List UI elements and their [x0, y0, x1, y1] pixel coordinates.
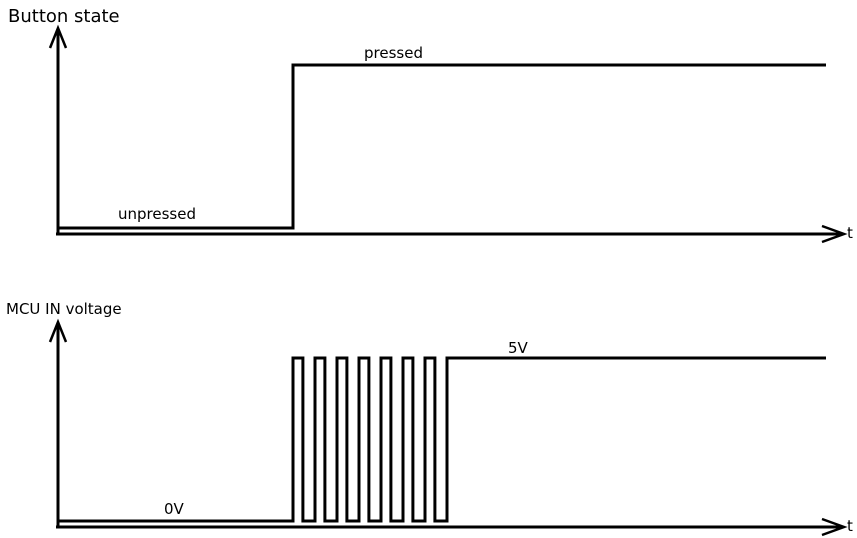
button-state-title: Button state	[8, 6, 120, 27]
mcu-voltage-x-label: t	[847, 517, 853, 535]
mcu-voltage-signal	[58, 356, 826, 523]
button-state-y-arrow-icon	[48, 24, 68, 49]
mcu-voltage-diagram: MCU IN voltage t 0V 5V	[6, 300, 853, 537]
mcu-voltage-x-arrow-icon	[821, 517, 848, 537]
mcu-voltage-title: MCU IN voltage	[6, 300, 122, 318]
mcu-voltage-y-arrow-icon	[48, 318, 68, 343]
zero-volt-label: 0V	[164, 500, 185, 518]
button-state-x-label: t	[847, 224, 853, 242]
button-state-x-arrow-icon	[821, 224, 848, 244]
five-volt-label: 5V	[508, 339, 529, 357]
button-state-diagram: Button state t unpressed pressed	[8, 6, 853, 244]
pressed-label: pressed	[364, 44, 423, 62]
button-state-signal	[58, 63, 826, 230]
unpressed-label: unpressed	[118, 205, 196, 223]
